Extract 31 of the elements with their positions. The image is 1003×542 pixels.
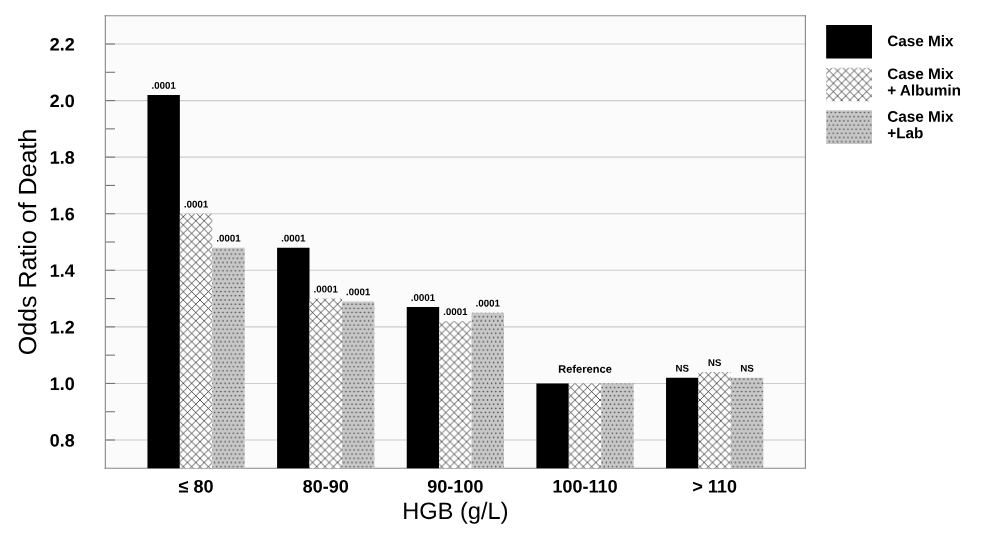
legend-label: Case Mix	[887, 35, 954, 47]
annotation: NS	[740, 364, 754, 372]
x-axis-title: HGB (g/L)	[404, 501, 508, 524]
annotation: NS	[676, 364, 689, 372]
x-tick-label: ≤ 80	[179, 479, 213, 493]
y-tick-label: 1.6	[50, 207, 75, 221]
annotation: .0001	[216, 234, 241, 242]
annotation: .0001	[411, 294, 435, 301]
annotation: Reference	[558, 364, 612, 373]
annotation: .0001	[281, 234, 306, 242]
annotation: NS	[708, 359, 722, 367]
x-tick-label: 80-90	[303, 479, 349, 493]
x-tick-label: 100-110	[553, 479, 617, 493]
y-tick-label: 1.4	[50, 264, 75, 277]
annotation: .0001	[184, 200, 208, 208]
y-tick-label: 1.0	[50, 377, 75, 391]
y-tick-label: 2.2	[50, 37, 75, 51]
annotation: .0001	[346, 288, 371, 296]
y-tick-label: 1.2	[50, 320, 75, 334]
legend-label: Case Mix + Albumin	[887, 68, 961, 96]
x-tick-label: 90-100	[427, 479, 483, 493]
annotation: .0001	[476, 299, 500, 307]
annotation: .0001	[443, 308, 468, 316]
legend-label: Case Mix +Lab	[887, 110, 954, 139]
y-tick-label: 2.0	[50, 94, 75, 108]
y-tick-label: 1.8	[50, 151, 75, 164]
annotation: .0001	[314, 285, 338, 293]
annotation: .0001	[152, 81, 176, 89]
y-tick-label: 0.8	[50, 433, 75, 447]
y-axis-title: Odds Ratio of Death	[18, 130, 37, 355]
x-tick-label: > 110	[693, 479, 737, 493]
